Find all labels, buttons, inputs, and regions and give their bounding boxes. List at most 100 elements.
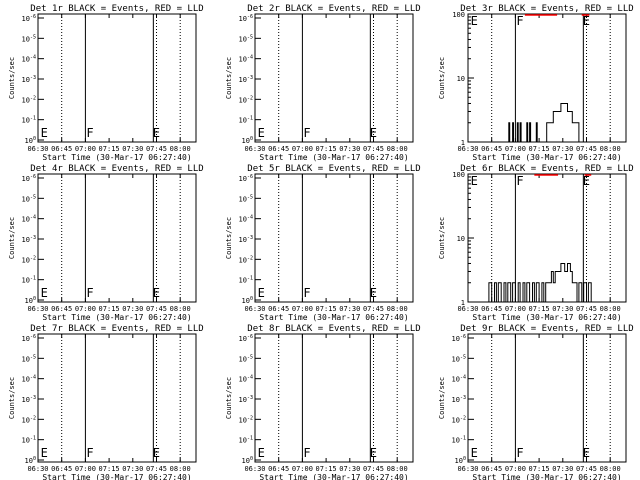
x-tick-label: 08:00 [387, 145, 408, 153]
x-tick-label: 06:30 [457, 465, 478, 473]
y-tick-label: 10-1 [22, 116, 36, 125]
panel-title: Det 1r BLACK = Events, RED = LLD [30, 4, 203, 14]
x-tick-label: 07:45 [363, 305, 384, 313]
y-tick-label: 10-1 [22, 436, 36, 445]
y-tick-label: 10-1 [239, 116, 253, 125]
panel-det-6: Det 6r BLACK = Events, RED = LLD 06:30 06:… [438, 164, 634, 322]
marker-label-e: E [41, 126, 48, 140]
x-tick-label: 06:30 [457, 145, 478, 153]
panel-det-2: Det 2r BLACK = Events, RED = LLD 06:30 06:… [225, 4, 421, 162]
plot-frame [37, 13, 197, 143]
y-tick-label: 10-5 [22, 194, 36, 203]
x-axis-label: Start Time (30-Mar-17 06:27:40) [42, 313, 191, 322]
x-tick-label: 07:00 [505, 465, 526, 473]
y-tick-label: 10-2 [22, 415, 36, 424]
y-tick-label: 10-4 [239, 55, 253, 64]
x-tick-label: 07:00 [292, 305, 313, 313]
x-tick-label: 07:00 [75, 465, 96, 473]
x-tick-label: 07:30 [339, 145, 360, 153]
x-tick-label: 08:00 [170, 145, 191, 153]
x-tick-label: 08:00 [170, 465, 191, 473]
marker-label-e: E [471, 446, 478, 460]
x-tick-label: 08:00 [600, 305, 621, 313]
x-tick-label: 07:00 [292, 145, 313, 153]
marker-label-f: F [86, 286, 93, 300]
panel-title: Det 9r BLACK = Events, RED = LLD [460, 324, 633, 334]
marker-label-e: E [258, 446, 265, 460]
x-tick-label: 07:30 [339, 465, 360, 473]
y-tick-label: 10-3 [22, 235, 36, 244]
marker-label-f: F [86, 126, 93, 140]
y-tick-label: 10-5 [239, 354, 253, 363]
events-series [487, 263, 592, 303]
y-tick-label: 10-3 [22, 395, 36, 404]
marker-label-e: E [583, 14, 590, 28]
y-tick-label: 10-3 [22, 75, 36, 84]
plot-frame [37, 333, 197, 463]
marker-label-f: F [303, 126, 310, 140]
marker-label-e: E [153, 126, 160, 140]
y-tick-label: 10-5 [22, 34, 36, 43]
marker-label-e: E [153, 446, 160, 460]
y-tick-label: 10-1 [239, 436, 253, 445]
x-tick-label: 07:15 [316, 145, 337, 153]
x-tick-label: 06:45 [481, 305, 502, 313]
y-tick-label: 1 [461, 299, 465, 307]
y-tick-label: 10-4 [239, 375, 253, 384]
x-tick-label: 07:15 [316, 305, 337, 313]
panel-det-7: Det 7r BLACK = Events, RED = LLD 06:30 06:… [8, 324, 204, 480]
y-tick-label: 100 [242, 296, 253, 305]
y-tick-label: 10-3 [239, 235, 253, 244]
x-tick-label: 06:45 [481, 465, 502, 473]
y-tick-label: 10-1 [452, 436, 466, 445]
panel-title: Det 3r BLACK = Events, RED = LLD [460, 4, 633, 14]
x-tick-label: 07:30 [122, 145, 143, 153]
panel-title: Det 2r BLACK = Events, RED = LLD [247, 4, 420, 14]
events-series [507, 103, 580, 143]
panel-det-4: Det 4r BLACK = Events, RED = LLD 06:30 06:… [8, 164, 204, 322]
y-tick-label: 10-4 [22, 55, 36, 64]
x-tick-label: 07:30 [339, 305, 360, 313]
plot-frame [254, 13, 414, 143]
y-axis-label: Counts/sec [438, 377, 446, 419]
y-tick-label: 10-4 [239, 215, 253, 224]
y-tick-label: 10-6 [22, 334, 36, 343]
marker-label-e: E [471, 174, 478, 188]
y-tick-label: 100 [455, 456, 466, 465]
y-tick-label: 10-5 [452, 354, 466, 363]
x-tick-label: 08:00 [387, 305, 408, 313]
x-tick-label: 06:30 [244, 465, 265, 473]
x-tick-label: 07:45 [146, 145, 167, 153]
plot-frame [37, 173, 197, 303]
marker-label-e: E [370, 446, 377, 460]
x-tick-label: 08:00 [600, 145, 621, 153]
x-tick-label: 07:15 [529, 145, 550, 153]
x-tick-label: 07:15 [99, 305, 120, 313]
y-axis-label: Counts/sec [8, 377, 16, 419]
marker-label-e: E [583, 446, 590, 460]
x-axis-label: Start Time (30-Mar-17 06:27:40) [472, 473, 621, 480]
x-tick-label: 07:15 [316, 465, 337, 473]
x-tick-label: 08:00 [170, 305, 191, 313]
panel-det-9: Det 9r BLACK = Events, RED = LLD 06:30 06:… [438, 324, 634, 480]
x-tick-label: 07:45 [576, 465, 597, 473]
x-axis-label: Start Time (30-Mar-17 06:27:40) [259, 473, 408, 480]
y-tick-label: 100 [452, 171, 465, 179]
y-tick-label: 10-3 [239, 395, 253, 404]
x-axis-label: Start Time (30-Mar-17 06:27:40) [472, 313, 621, 322]
x-tick-label: 07:15 [99, 145, 120, 153]
y-tick-label: 10-2 [239, 255, 253, 264]
panel-title: Det 7r BLACK = Events, RED = LLD [30, 324, 203, 334]
panel-title: Det 4r BLACK = Events, RED = LLD [30, 164, 203, 174]
y-tick-label: 10-1 [22, 276, 36, 285]
plot-frame [467, 333, 627, 463]
y-tick-label: 10-2 [22, 255, 36, 264]
plot-frame [254, 333, 414, 463]
marker-label-f: F [303, 286, 310, 300]
x-tick-label: 07:45 [576, 305, 597, 313]
y-tick-label: 100 [25, 456, 36, 465]
y-axis-label: Counts/sec [225, 57, 233, 99]
x-tick-label: 06:45 [481, 145, 502, 153]
y-axis-label: Counts/sec [438, 57, 446, 99]
marker-label-e: E [370, 286, 377, 300]
